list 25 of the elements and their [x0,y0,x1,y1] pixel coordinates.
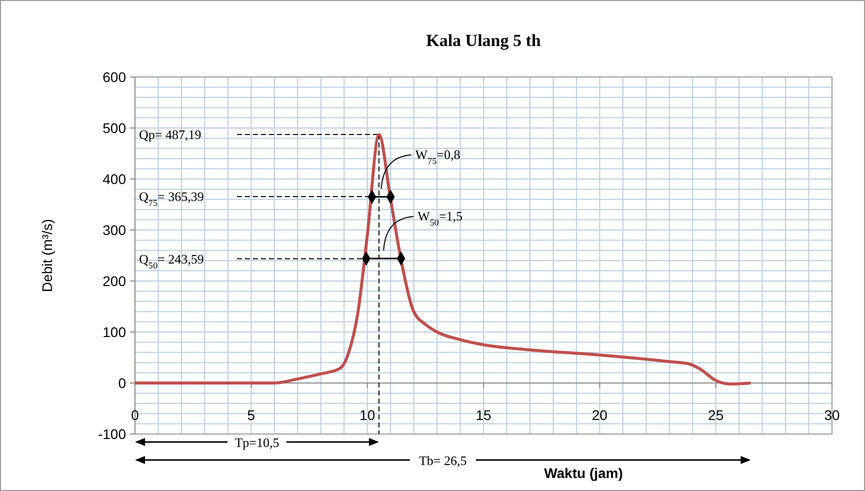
y-axis-title: Debit (m³/s) [39,218,55,292]
ref-line-label: Qp= 487,19 [139,127,202,142]
x-tick-label: 30 [824,407,840,423]
x-tick-label: 5 [247,407,256,423]
chart-title: Kala Ulang 5 th [426,31,542,50]
x-tick-label: 20 [592,407,608,423]
x-tick-label: 10 [360,407,376,423]
text: Tp=10,5 [234,435,280,450]
y-tick-label: 300 [102,222,126,238]
text: Tb= 26,5 [418,453,467,468]
y-tick-label: 0 [118,374,126,391]
x-tick-label: 0 [131,407,140,423]
x-tick-label: 25 [708,407,724,423]
x-axis-title: Waktu (jam) [544,465,623,481]
annotation: W$_{75}$=0,8 [415,146,460,166]
y-tick-label: -100 [98,426,126,442]
y-tick-label: 200 [102,272,126,289]
y-tick-label: 100 [102,324,126,340]
ref-line-label: Q$_{50}$= 243,59 [139,251,204,270]
x-tick-label: 15 [476,407,492,423]
ref-line-label: Q$_{75}$= 365,39 [139,189,204,208]
annotation: W$_{50}$=1,5 [418,208,463,228]
y-tick-label: 400 [102,170,126,187]
y-tick-label: 600 [102,68,126,85]
y-tick-label: 500 [102,120,126,136]
